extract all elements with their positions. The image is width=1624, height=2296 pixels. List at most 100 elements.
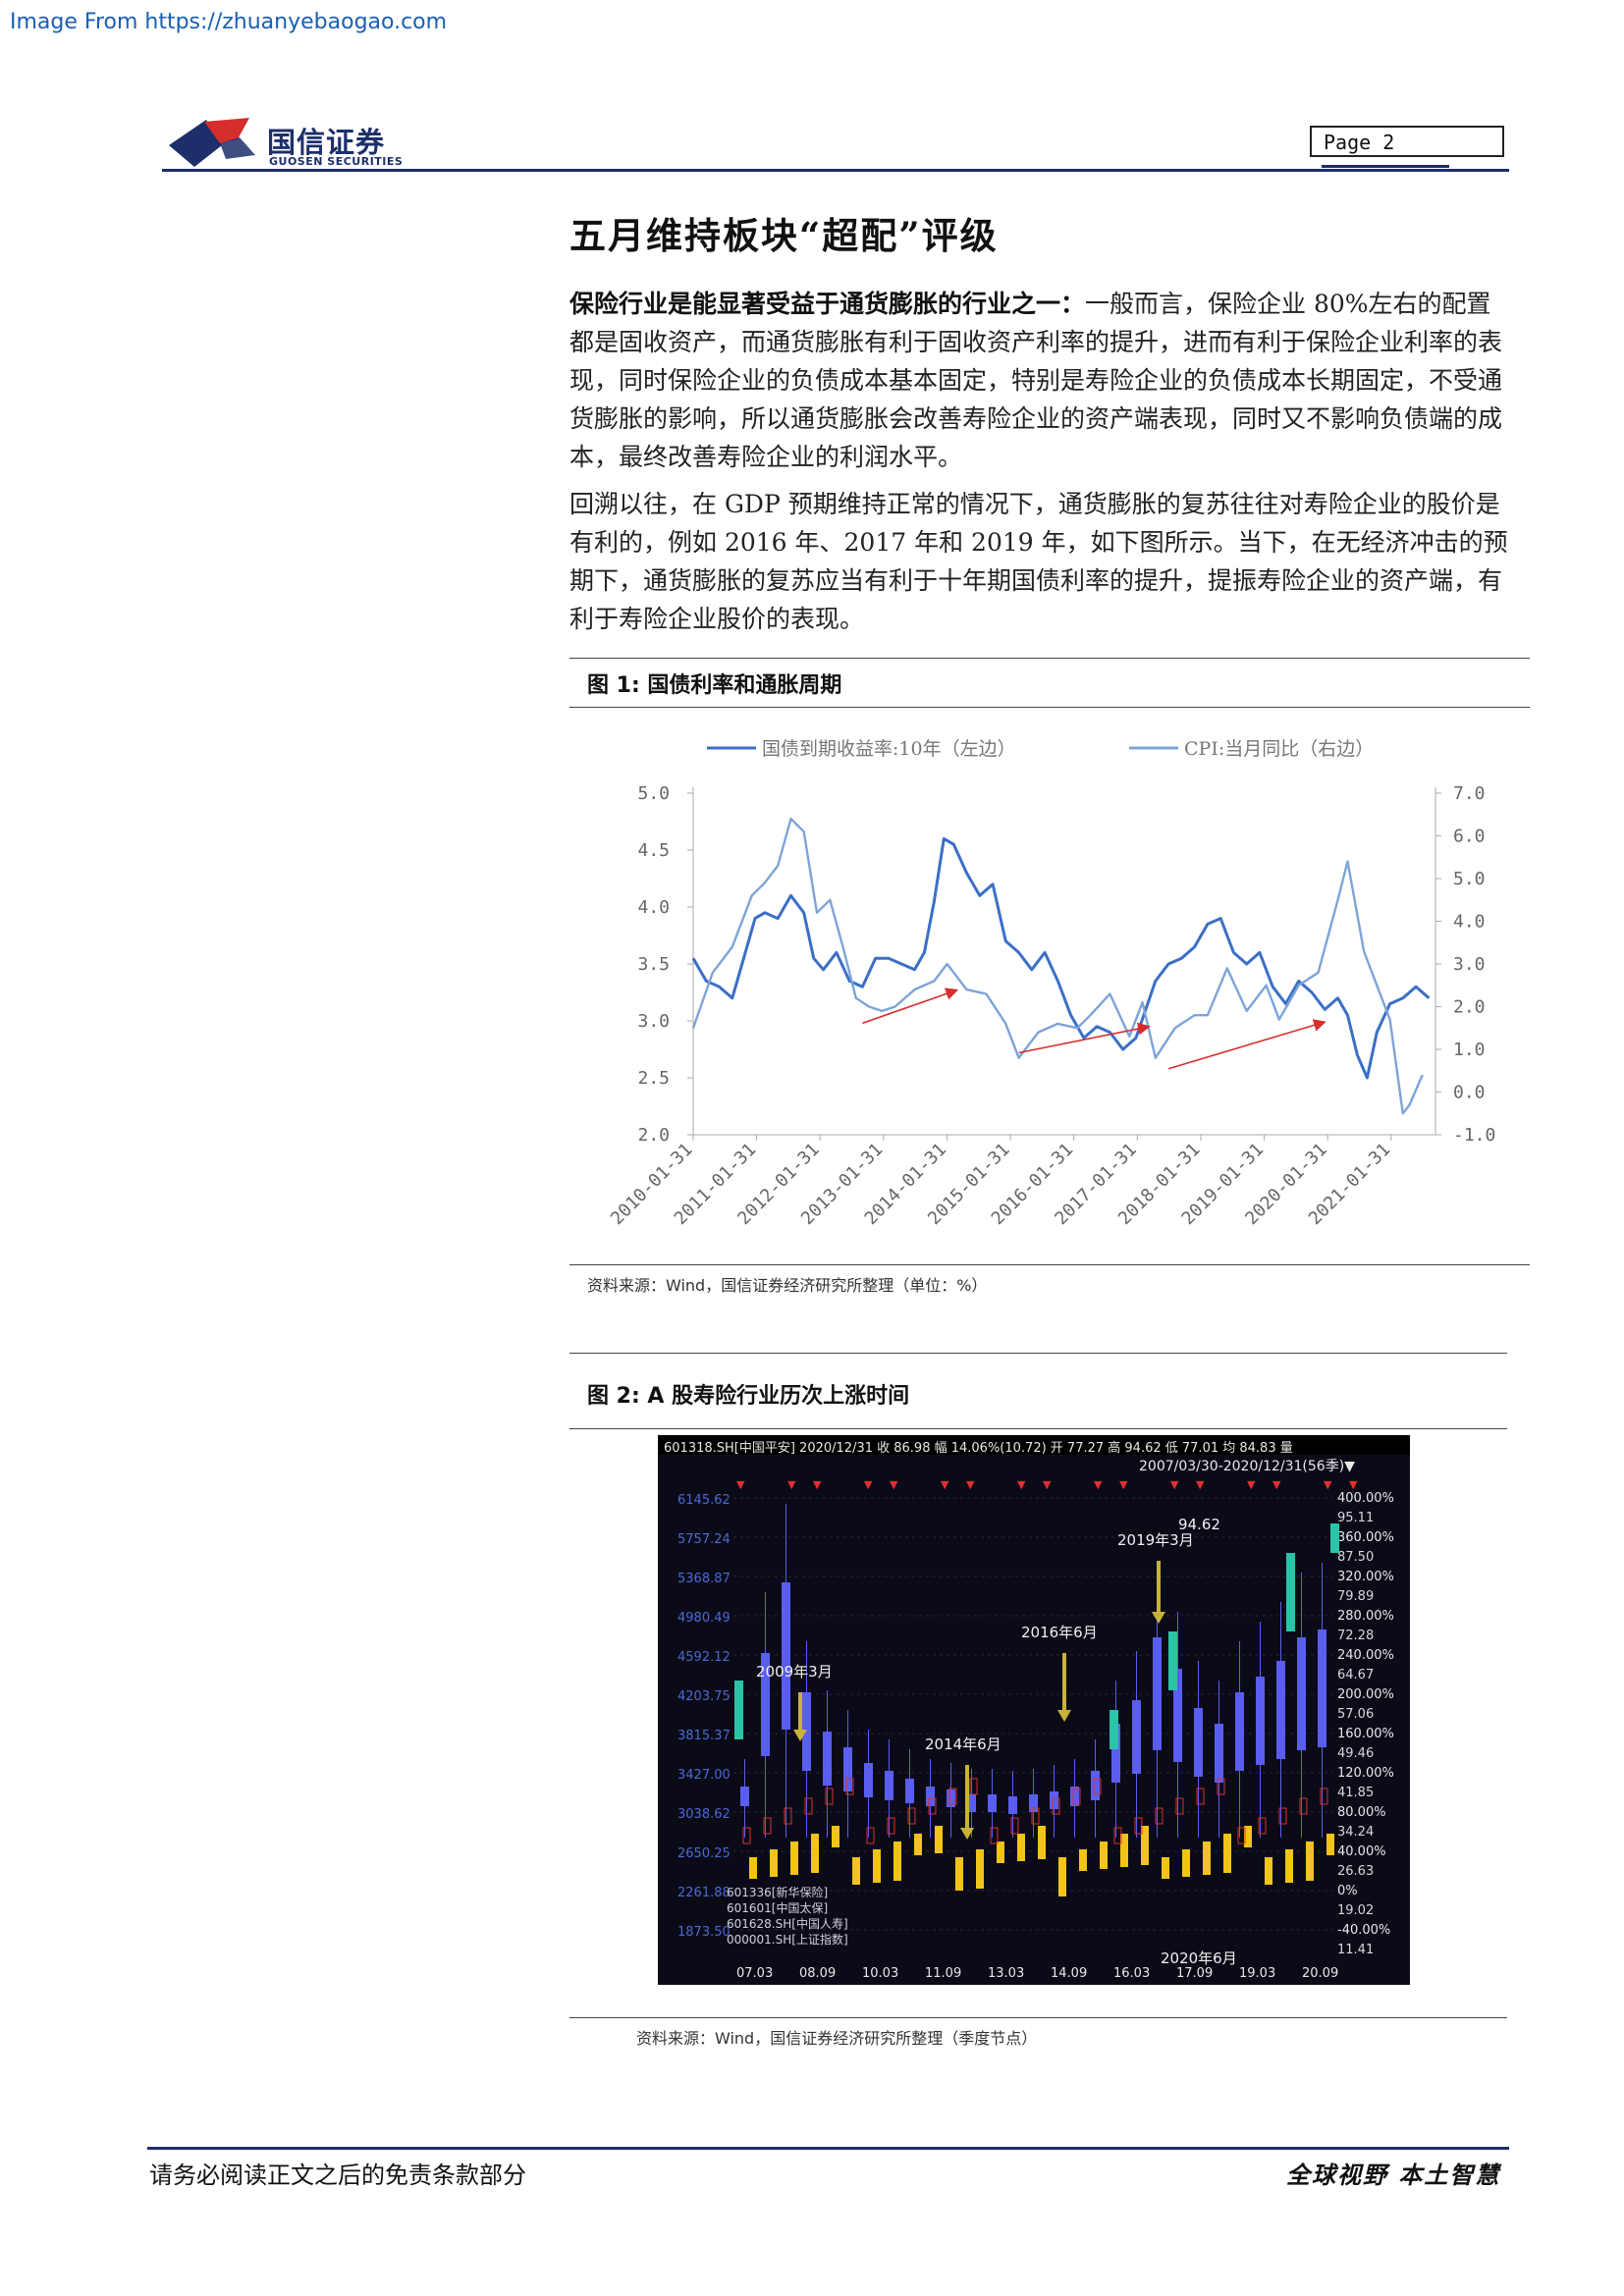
candle-red: [1237, 1827, 1246, 1844]
annotation-arrowhead: [1152, 1612, 1165, 1624]
stock-marker: ▼: [1170, 1478, 1179, 1491]
right-axis-label: 19.02: [1337, 1903, 1374, 1918]
right-axis-label: 49.46: [1337, 1746, 1374, 1761]
right-axis-label: 26.63: [1337, 1864, 1374, 1879]
candle-red: [1258, 1817, 1267, 1835]
stock-x-label: 14.09: [1051, 1966, 1087, 1981]
figure1-line-chart: 国债到期收益率:10年（左边） CPI:当月同比（右边） 5.0 4.5 4.0 3.5 3…: [607, 738, 1495, 1229]
candle-yellow: [770, 1849, 778, 1877]
brand-name-en: GUOSEN SECURITIES: [269, 155, 404, 168]
y-right-tick-label: 7.0: [1453, 783, 1486, 804]
annotation-arrowhead: [1057, 1710, 1071, 1722]
price-axis-label: 3038.62: [677, 1807, 731, 1822]
candle-yellow: [1038, 1826, 1046, 1859]
candle-red: [1134, 1817, 1143, 1835]
right-axis-label: 40.00%: [1337, 1844, 1386, 1859]
footer-disclaimer-link[interactable]: 请务必阅读正文之后的免责条款部分: [149, 2162, 526, 2189]
candle-yellow: [1203, 1842, 1211, 1875]
stock-legend-item: 000001.SH[上证指数]: [727, 1932, 848, 1947]
stock-annotation: 2016年6月: [1021, 1624, 1098, 1641]
candle-yellow: [955, 1857, 963, 1891]
stock-marker: ▼: [1349, 1478, 1358, 1491]
candle-yellow: [873, 1849, 881, 1883]
price-axis-label: 5757.24: [677, 1532, 731, 1547]
right-axis-label: 80.00%: [1337, 1805, 1386, 1820]
footer-slogan: 全球视野 本土智慧: [1286, 2161, 1501, 2189]
candle-red: [1113, 1827, 1122, 1844]
candle-yellow: [914, 1834, 922, 1855]
trend-arrow: [862, 988, 959, 1025]
y-left-tick-label: 3.0: [637, 1011, 670, 1032]
right-axis-label: 34.24: [1337, 1825, 1374, 1840]
candle-red: [1031, 1807, 1040, 1825]
candle-yellow: [790, 1842, 798, 1875]
candle-yellow: [1058, 1857, 1066, 1896]
right-axis-label: 95.11: [1337, 1511, 1374, 1525]
legend-label-2: CPI:当月同比（右边）: [1184, 738, 1374, 760]
candle-teal: [734, 1681, 743, 1739]
legend-label-1: 国债到期收益率:10年（左边）: [762, 738, 1016, 760]
candle-yellow: [1182, 1849, 1190, 1877]
y-right-tick-label: 6.0: [1453, 827, 1486, 847]
price-axis-label: 4203.75: [677, 1689, 731, 1704]
price-axis-label: 2650.25: [677, 1846, 731, 1861]
candle-red: [1278, 1807, 1287, 1825]
paragraph-1-lead: 保险行业是能显著受益于通货膨胀的行业之一：: [569, 290, 1086, 318]
right-axis-label: 41.85: [1337, 1786, 1374, 1800]
figure2-bottom-rule: [569, 2017, 1507, 2018]
stock-x-label: 13.03: [988, 1966, 1024, 1981]
figure1-bottom-rule: [569, 1264, 1530, 1265]
candle-yellow: [976, 1849, 984, 1889]
stock-marker: ▼: [1324, 1478, 1332, 1491]
trend-arrow: [1167, 1019, 1326, 1070]
candle-yellow: [1162, 1857, 1169, 1879]
candle-red: [990, 1827, 999, 1844]
candle-red: [1010, 1817, 1019, 1835]
right-axis-label: 72.28: [1337, 1629, 1374, 1643]
candle-teal: [1168, 1631, 1177, 1690]
price-axis-label: 2261.88: [677, 1886, 731, 1900]
stock-annotation: 2020年6月: [1161, 1949, 1237, 1967]
figure2-top-rule: [569, 1353, 1507, 1354]
candle-yellow: [852, 1857, 860, 1885]
y-right-tick-label: 5.0: [1453, 869, 1486, 889]
candle-red: [1320, 1788, 1328, 1805]
stock-x-label: 07.03: [736, 1966, 773, 1981]
y-right-tick-label: 2.0: [1453, 997, 1486, 1018]
price-axis-label: 3815.37: [677, 1729, 731, 1743]
candle-red: [742, 1827, 751, 1844]
candle-yellow: [935, 1826, 943, 1853]
source-url-banner[interactable]: Image From https://zhuanyebaogao.com: [10, 10, 448, 34]
candle-yellow: [1141, 1826, 1149, 1865]
price-axis-label: 3427.00: [677, 1768, 731, 1783]
candle-teal: [1330, 1523, 1339, 1553]
figure1-title: 图 1: 国债利率和通胀周期: [587, 673, 842, 698]
series-line-1: [691, 836, 1431, 1080]
guosen-logo-icon: [169, 118, 255, 167]
candle-red: [1155, 1807, 1164, 1825]
candle-yellow: [1120, 1834, 1128, 1867]
candle-teal: [1110, 1710, 1118, 1749]
stock-x-label: 08.09: [799, 1966, 836, 1981]
right-axis-label: -40.00%: [1337, 1923, 1390, 1938]
candle-red: [907, 1807, 916, 1825]
stock-marker: ▼: [1094, 1478, 1103, 1491]
stock-legend-item: 601336[新华保险]: [727, 1885, 828, 1899]
stock-x-label: 20.09: [1302, 1966, 1338, 1981]
stock-annotation: 2009年3月: [756, 1663, 833, 1681]
right-axis-label: 64.67: [1337, 1668, 1374, 1682]
stock-marker: ▼: [966, 1478, 975, 1491]
right-axis-label: 0%: [1337, 1884, 1358, 1898]
candle-yellow: [1017, 1834, 1025, 1861]
candle-red: [1072, 1788, 1081, 1805]
candle-yellow: [749, 1857, 757, 1879]
stock-marker: ▼: [1247, 1478, 1256, 1491]
right-axis-label: 79.89: [1337, 1589, 1374, 1604]
right-axis-label: 360.00%: [1337, 1530, 1394, 1545]
candle-teal: [1286, 1553, 1295, 1631]
candle-red: [1175, 1797, 1184, 1815]
y-right-tick-label: 3.0: [1453, 954, 1486, 975]
candle-red: [1299, 1797, 1308, 1815]
candle-yellow: [1100, 1842, 1108, 1869]
y-right-tick-label: 0.0: [1453, 1083, 1486, 1103]
